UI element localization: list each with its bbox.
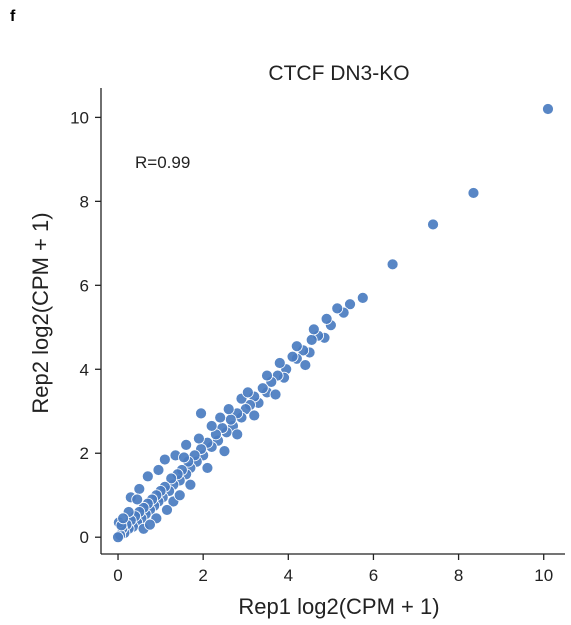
data-point bbox=[158, 453, 171, 466]
y-tick-label-4: 4 bbox=[80, 360, 89, 379]
data-point bbox=[467, 187, 480, 199]
x-tick-label-10: 10 bbox=[534, 566, 553, 585]
x-tick-label-0: 0 bbox=[113, 566, 122, 585]
data-point bbox=[427, 218, 439, 231]
data-point bbox=[141, 470, 154, 483]
data-point bbox=[231, 428, 244, 441]
data-point bbox=[165, 472, 178, 485]
y-tick-label-6: 6 bbox=[80, 276, 89, 295]
data-point bbox=[307, 323, 320, 336]
panel-label: f bbox=[10, 8, 16, 25]
data-point bbox=[193, 432, 205, 445]
data-point bbox=[152, 464, 165, 476]
data-point bbox=[269, 388, 282, 401]
data-point bbox=[542, 103, 554, 115]
data-point bbox=[131, 493, 144, 506]
correlation-annotation: R=0.99 bbox=[135, 153, 190, 172]
x-tick-label-2: 2 bbox=[198, 566, 207, 585]
data-point bbox=[344, 298, 356, 311]
chart-title: CTCF DN3-KO bbox=[268, 62, 409, 85]
y-axis-label: Rep2 log2(CPM + 1) bbox=[28, 212, 53, 413]
data-point bbox=[248, 409, 261, 422]
data-point bbox=[331, 302, 344, 315]
x-tick-label-6: 6 bbox=[369, 566, 378, 585]
axes: 0 2 4 6 8 10 0 2 4 6 8 10 bbox=[70, 88, 565, 585]
data-point bbox=[356, 292, 369, 304]
y-tick-label-10: 10 bbox=[70, 108, 89, 127]
data-point bbox=[144, 518, 156, 531]
data-point bbox=[320, 313, 333, 325]
data-point bbox=[195, 407, 207, 420]
data-point bbox=[290, 340, 303, 353]
data-point bbox=[218, 445, 231, 458]
x-tick-label-8: 8 bbox=[454, 566, 463, 585]
y-tick-label-0: 0 bbox=[80, 528, 89, 547]
data-point bbox=[386, 258, 399, 271]
data-point bbox=[214, 411, 227, 424]
x-axis-label: Rep1 log2(CPM + 1) bbox=[238, 594, 439, 619]
data-point bbox=[173, 489, 186, 502]
y-tick-label-8: 8 bbox=[80, 192, 89, 211]
data-point bbox=[133, 483, 146, 495]
data-point bbox=[273, 357, 286, 369]
data-point bbox=[224, 413, 237, 426]
data-point bbox=[299, 359, 312, 371]
data-point bbox=[184, 478, 197, 491]
data-point bbox=[201, 462, 214, 474]
data-point bbox=[241, 386, 254, 399]
data-point bbox=[261, 369, 273, 382]
data-point bbox=[117, 512, 130, 525]
data-point bbox=[222, 403, 235, 416]
data-point bbox=[112, 531, 124, 544]
y-tick-label-2: 2 bbox=[80, 444, 89, 463]
data-point bbox=[305, 333, 318, 346]
x-tick-label-4: 4 bbox=[284, 566, 293, 585]
data-point bbox=[205, 420, 218, 432]
data-point bbox=[161, 504, 173, 516]
data-points bbox=[112, 103, 554, 544]
data-point bbox=[178, 451, 190, 464]
data-point bbox=[286, 350, 299, 363]
data-point bbox=[180, 438, 193, 451]
data-point bbox=[256, 382, 269, 395]
